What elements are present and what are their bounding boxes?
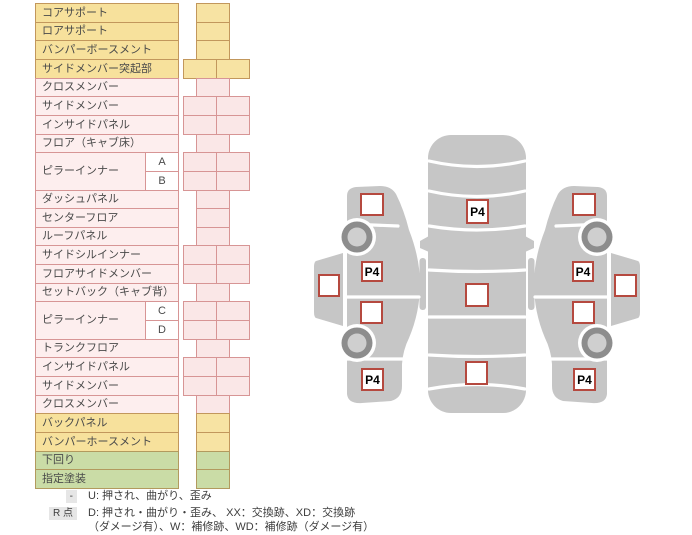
damage-cell-right[interactable]: [216, 59, 250, 79]
legend-badge: R 点: [49, 507, 77, 520]
damage-cell-right[interactable]: [216, 376, 250, 396]
part-label: フロア（キャブ床）: [35, 134, 179, 153]
damage-marker-empty[interactable]: [572, 193, 596, 216]
door-bulge-left: [419, 258, 426, 310]
mirror-wing-left: [420, 236, 429, 252]
legend-row: - U: 押され、曲がり、歪み: [46, 489, 374, 503]
legend-line: U: 押され、曲がり、歪み: [88, 490, 212, 502]
damage-cell-right[interactable]: [216, 264, 250, 284]
top-view-body: [428, 135, 526, 413]
part-label: センターフロア: [35, 208, 179, 228]
part-label: フロアサイドメンバー: [35, 264, 179, 284]
door-bulge-right: [528, 258, 535, 310]
damage-marker-p4[interactable]: P4: [573, 368, 596, 391]
legend-line: （ダメージ有）、W：補修跡、WD：補修跡（ダメージ有）: [88, 521, 375, 533]
part-label: バックパネル: [35, 413, 179, 433]
pillar-sub-label: C: [145, 301, 179, 321]
legend-row: R 点 D: 押され・曲がり・歪み、 XX：交換跡、XD：交換跡 （ダメージ有）、W…: [46, 506, 374, 534]
damage-marker-empty[interactable]: [465, 361, 488, 385]
pillar-sub-label: A: [145, 152, 179, 172]
part-label: クロスメンバー: [35, 395, 179, 414]
legend-badge: -: [65, 490, 77, 503]
parts-table: コアサポート ロアサポート バンパーボースメント サイドメンバー突起部 クロスメンバーサ…: [35, 3, 251, 490]
legend-badge-wrap: -: [46, 489, 77, 503]
mirror-wing-right: [525, 236, 534, 252]
damage-cell-right[interactable]: [216, 320, 250, 340]
legend-badge-wrap: R 点: [46, 506, 77, 534]
part-label: 指定塗装: [35, 469, 179, 489]
legend-text: U: 押され、曲がり、歪み: [88, 489, 212, 503]
damage-marker-p4[interactable]: P4: [361, 261, 383, 282]
damage-marker-empty[interactable]: [572, 301, 595, 324]
part-label: バンパーボースメント: [35, 40, 179, 60]
legend-line: D: 押され・曲がり・歪み、 XX：交換跡、XD：交換跡: [88, 507, 356, 519]
part-label: インサイドパネル: [35, 115, 179, 135]
damage-cell-right[interactable]: [216, 115, 250, 135]
damage-cell-right[interactable]: [216, 171, 250, 191]
damage-marker-empty[interactable]: [360, 193, 384, 216]
part-label: バンパーホースメント: [35, 432, 179, 452]
damage-marker-p4[interactable]: P4: [572, 261, 594, 282]
damage-cell-center[interactable]: [196, 469, 230, 489]
part-label: サイドメンバー: [35, 96, 179, 116]
damage-marker-empty[interactable]: [360, 301, 383, 324]
damage-marker-empty[interactable]: [318, 274, 340, 297]
damage-marker-empty[interactable]: [614, 274, 637, 297]
legend: - U: 押され、曲がり、歪み R 点 D: 押され・曲がり・歪み、 XX：交換跡、X…: [46, 489, 374, 535]
part-label: サイドメンバー突起部: [35, 59, 179, 79]
part-label: クロスメンバー: [35, 78, 179, 97]
part-label: サイドシルインナー: [35, 245, 179, 265]
part-label: ピラーインナー: [35, 152, 146, 191]
legend-text: D: 押され・曲がり・歪み、 XX：交換跡、XD：交換跡 （ダメージ有）、W：補修…: [88, 506, 374, 534]
damage-marker-empty[interactable]: [465, 283, 489, 307]
part-label: ピラーインナー: [35, 301, 146, 340]
damage-marker-p4[interactable]: P4: [361, 368, 384, 391]
damage-marker-p4[interactable]: P4: [466, 199, 489, 224]
